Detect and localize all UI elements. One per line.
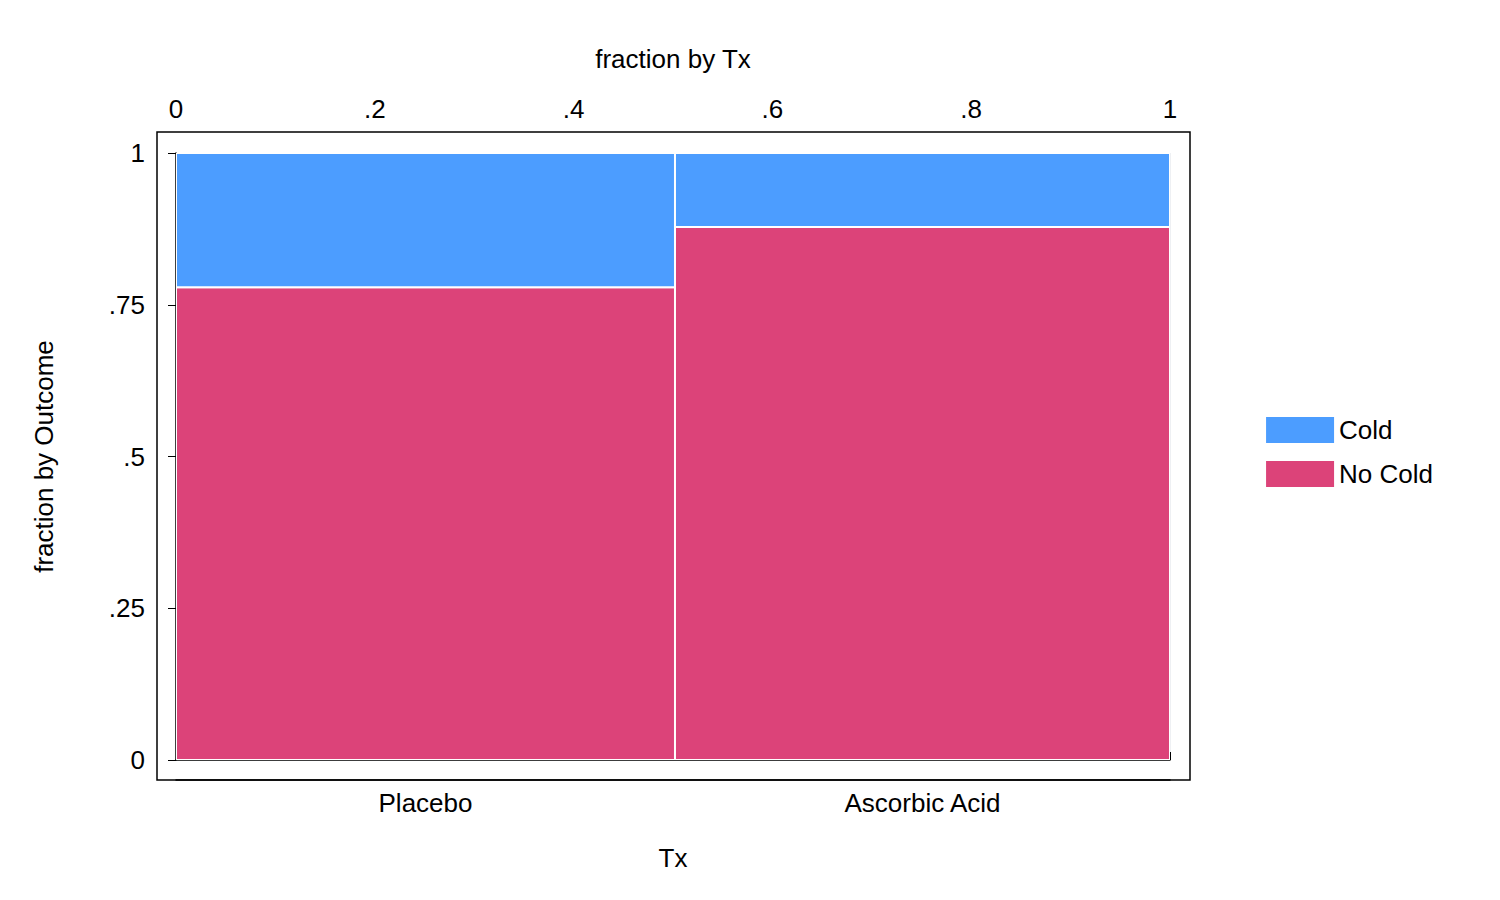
svg-text:1: 1 [131, 138, 145, 168]
svg-text:.25: .25 [109, 593, 145, 623]
svg-text:Placebo: Placebo [379, 788, 473, 818]
svg-text:Cold: Cold [1339, 415, 1392, 445]
svg-text:.5: .5 [123, 442, 145, 472]
svg-text:Ascorbic Acid: Ascorbic Acid [844, 788, 1000, 818]
svg-text:fraction by Tx: fraction by Tx [595, 44, 751, 74]
svg-text:.4: .4 [563, 94, 585, 124]
svg-text:.2: .2 [364, 94, 386, 124]
svg-text:.8: .8 [960, 94, 982, 124]
svg-text:0: 0 [131, 745, 145, 775]
svg-text:Tx: Tx [659, 843, 688, 873]
svg-text:.6: .6 [762, 94, 784, 124]
svg-text:1: 1 [1163, 94, 1177, 124]
svg-text:0: 0 [169, 94, 183, 124]
svg-text:No Cold: No Cold [1339, 459, 1433, 489]
svg-text:.75: .75 [109, 290, 145, 320]
svg-text:fraction by Outcome: fraction by Outcome [29, 340, 59, 573]
